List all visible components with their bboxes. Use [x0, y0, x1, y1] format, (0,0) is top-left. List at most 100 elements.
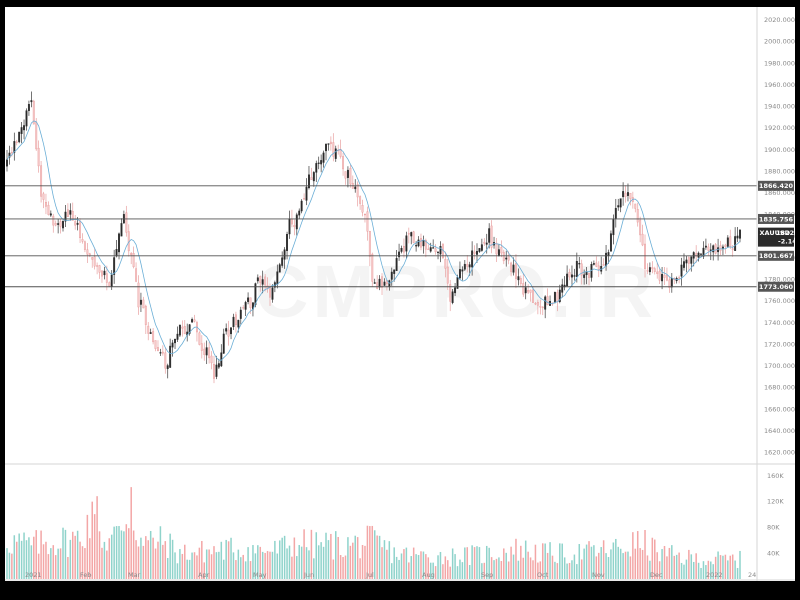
- candle-body: [144, 305, 147, 325]
- volume-bar: [444, 556, 447, 579]
- candle: [264, 274, 267, 292]
- candle: [361, 199, 364, 217]
- candle: [544, 295, 547, 319]
- candle: [213, 355, 215, 384]
- candle: [147, 322, 150, 341]
- volume-bar: [546, 552, 549, 579]
- horizontal-levels: [5, 185, 757, 288]
- candle: [327, 143, 330, 151]
- candle: [641, 224, 644, 247]
- candle-body: [422, 240, 425, 247]
- candle-body: [588, 272, 590, 278]
- volume-bar: [13, 535, 16, 579]
- volume-bar: [130, 487, 132, 579]
- candle-body: [247, 297, 250, 302]
- volume-bar: [274, 540, 276, 579]
- candle-body: [731, 248, 734, 250]
- candle-body: [617, 205, 620, 208]
- candle: [495, 237, 498, 262]
- candle-body: [402, 246, 405, 253]
- candle-body: [59, 221, 62, 227]
- candle: [449, 279, 452, 312]
- candle: [108, 281, 111, 287]
- candle: [553, 291, 556, 304]
- candle: [349, 164, 352, 188]
- volume-bar: [456, 566, 459, 579]
- candle-body: [215, 364, 218, 377]
- volume-bar: [503, 548, 505, 579]
- volume-bar: [106, 550, 108, 579]
- volume-bar: [181, 553, 184, 579]
- candle-body: [166, 365, 169, 370]
- candle-body: [714, 244, 717, 254]
- volume-bar: [152, 537, 154, 579]
- volume-bar: [697, 562, 700, 579]
- volume-bar: [320, 542, 322, 579]
- volume-bar: [322, 546, 325, 579]
- volume-bar: [578, 544, 581, 579]
- volume-bar: [162, 544, 164, 579]
- volume-bar: [215, 552, 218, 579]
- candle: [634, 203, 637, 213]
- candle-body: [71, 211, 74, 221]
- volume-bar: [35, 530, 37, 579]
- candle: [566, 265, 569, 287]
- volume-bar: [666, 556, 668, 579]
- volume-bar: [544, 543, 546, 579]
- volume-bar: [541, 543, 544, 579]
- candle: [658, 268, 661, 285]
- candle: [222, 328, 225, 355]
- volume-bar: [313, 558, 315, 579]
- candle: [663, 266, 666, 285]
- candle-body: [310, 177, 313, 180]
- candle-body: [18, 131, 21, 143]
- volume-bar: [729, 555, 732, 579]
- candle: [368, 230, 371, 267]
- volume-bar: [710, 561, 712, 579]
- candle-body: [480, 244, 483, 251]
- candle-body: [663, 274, 666, 278]
- candle-body: [461, 269, 464, 272]
- volume-bar: [415, 554, 417, 579]
- candle-body: [264, 276, 267, 286]
- candle: [522, 273, 525, 297]
- candle-body: [595, 262, 598, 267]
- candle: [164, 348, 167, 374]
- volume-bar: [566, 563, 568, 579]
- volume-bar: [442, 564, 444, 579]
- candle-body: [325, 143, 327, 152]
- candle-body: [658, 271, 661, 281]
- volume-bar: [15, 541, 18, 579]
- time-tick-label: Apr: [198, 571, 210, 579]
- candle-body: [678, 277, 681, 279]
- volume-bar: [493, 560, 495, 579]
- volume-bar: [325, 532, 327, 579]
- candle-body: [383, 281, 386, 286]
- candle-body: [188, 324, 191, 334]
- candle: [166, 363, 169, 379]
- volume-bar: [300, 546, 303, 579]
- candle: [536, 299, 539, 315]
- candle: [595, 256, 598, 268]
- candle: [512, 257, 515, 276]
- volume-bar: [505, 552, 507, 579]
- candle-body: [561, 284, 564, 293]
- candle-body: [522, 283, 525, 295]
- level-tag: [758, 180, 794, 191]
- candle-body: [636, 208, 639, 223]
- candle-body: [113, 257, 116, 275]
- volume-bar: [308, 550, 310, 579]
- volume-bar: [371, 525, 374, 579]
- volume-bar: [649, 560, 651, 579]
- candle-body: [130, 253, 133, 256]
- volume-bar: [342, 556, 344, 579]
- candle-body: [69, 210, 72, 215]
- candle-body: [556, 292, 559, 302]
- candle-body: [81, 239, 84, 242]
- candle: [739, 229, 741, 243]
- candle: [325, 143, 327, 161]
- candle-body: [651, 267, 654, 270]
- volume-bar: [527, 551, 529, 579]
- volume-bar: [235, 560, 237, 579]
- volume-bar: [447, 560, 449, 579]
